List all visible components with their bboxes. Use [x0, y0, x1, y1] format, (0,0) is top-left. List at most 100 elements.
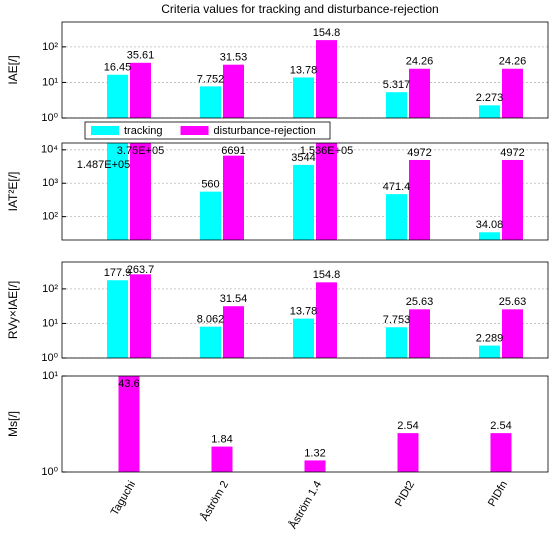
bar — [130, 62, 151, 118]
bar — [304, 460, 326, 472]
x-tick-label: PIDfn — [486, 479, 510, 509]
bar — [223, 155, 244, 240]
value-label: 2.54 — [397, 420, 418, 432]
value-label: 13.78 — [290, 306, 318, 318]
chart-title: Criteria values for tracking and disturb… — [161, 2, 438, 16]
y-tick-label: 10⁰ — [41, 112, 58, 124]
y-axis-label: RVy×IAE[/] — [6, 281, 20, 339]
value-label: 4972 — [407, 147, 431, 159]
axes-box — [61, 21, 549, 119]
bar — [386, 92, 407, 118]
bar — [502, 159, 523, 240]
bars — [107, 40, 523, 118]
axes-box — [61, 375, 549, 473]
bar — [386, 327, 407, 358]
y-axis-label: IAT²E[/] — [6, 172, 20, 212]
value-label: 154.8 — [313, 269, 341, 281]
bar — [479, 232, 500, 240]
x-tick-label: PIDt2 — [393, 479, 417, 509]
value-label: 263.7 — [127, 264, 155, 276]
bar — [316, 40, 337, 118]
bar — [107, 280, 128, 358]
y-tick-label: 10⁰ — [41, 466, 58, 478]
value-label: 31.54 — [220, 293, 248, 305]
value-label: 16.45 — [104, 62, 132, 74]
value-label: 1.536E+05 — [300, 145, 354, 157]
value-label: 560 — [201, 179, 219, 191]
value-label: 1.32 — [304, 447, 325, 459]
value-label: 4972 — [500, 147, 524, 159]
bar — [211, 446, 233, 472]
bar — [479, 345, 500, 358]
bar — [118, 376, 140, 472]
value-label: 3.75E+05 — [117, 145, 164, 157]
value-label: 8.062 — [197, 314, 225, 326]
value-label: 25.63 — [406, 296, 434, 308]
y-axis-label: IAE[/] — [6, 55, 20, 84]
axes-box — [61, 142, 549, 241]
legend-label: tracking — [124, 125, 163, 137]
bar — [479, 105, 500, 118]
value-label: 471.4 — [383, 181, 411, 193]
value-label: 3544 — [291, 152, 315, 164]
legend-swatch — [91, 126, 119, 135]
bars — [118, 376, 512, 472]
bar — [409, 68, 430, 118]
value-label: 7.753 — [383, 314, 411, 326]
bar — [130, 274, 151, 358]
y-tick-label: 10² — [42, 283, 58, 295]
value-label: 2.289 — [476, 332, 504, 344]
value-label: 34.08 — [476, 219, 504, 231]
y-tick-label: 10¹ — [42, 370, 58, 382]
y-tick-label: 10⁰ — [41, 352, 58, 364]
value-label: 31.53 — [220, 52, 248, 64]
x-tick-label: Åström 1.4 — [286, 478, 324, 531]
value-label: 1.487E+05 — [77, 159, 131, 171]
y-tick-label: 10¹ — [42, 76, 58, 88]
bar — [200, 86, 221, 118]
value-label: 35.61 — [127, 50, 155, 62]
bar — [386, 194, 407, 240]
bar — [397, 433, 419, 472]
bar — [293, 164, 314, 240]
bar — [502, 309, 523, 358]
value-label: 2.54 — [490, 420, 511, 432]
y-axis-label: Ms[/] — [6, 411, 20, 437]
value-label: 6691 — [221, 145, 245, 157]
y-tick-label: 10² — [42, 211, 58, 223]
plot-area — [62, 376, 548, 472]
y-tick-label: 10¹ — [42, 317, 58, 329]
value-label: 1.84 — [211, 433, 232, 445]
bar — [200, 191, 221, 240]
bar — [316, 143, 337, 240]
bar — [107, 74, 128, 118]
bar — [316, 282, 337, 358]
value-label: 13.78 — [290, 64, 318, 76]
bars — [107, 143, 523, 240]
bars — [107, 274, 523, 358]
value-label: 5.317 — [383, 79, 411, 91]
value-label: 7.752 — [197, 73, 225, 85]
bar — [293, 77, 314, 118]
value-label: 25.63 — [499, 296, 527, 308]
bar — [502, 68, 523, 118]
bar — [200, 326, 221, 358]
bar — [130, 143, 151, 240]
value-label: 154.8 — [313, 27, 341, 39]
value-label: 177.9 — [104, 267, 132, 279]
bar — [107, 143, 128, 240]
bar — [409, 159, 430, 240]
bar — [490, 433, 512, 472]
legend-label: disturbance-rejection — [214, 125, 316, 137]
y-tick-label: 10⁴ — [41, 144, 58, 156]
value-label: 24.26 — [499, 56, 527, 68]
x-tick-label: Taguchi — [109, 479, 138, 518]
bar — [223, 64, 244, 118]
bar — [293, 318, 314, 358]
y-tick-label: 10² — [42, 41, 58, 53]
axes-box — [61, 261, 549, 359]
legend-swatch — [180, 126, 209, 135]
value-label: 43.6 — [118, 378, 139, 390]
